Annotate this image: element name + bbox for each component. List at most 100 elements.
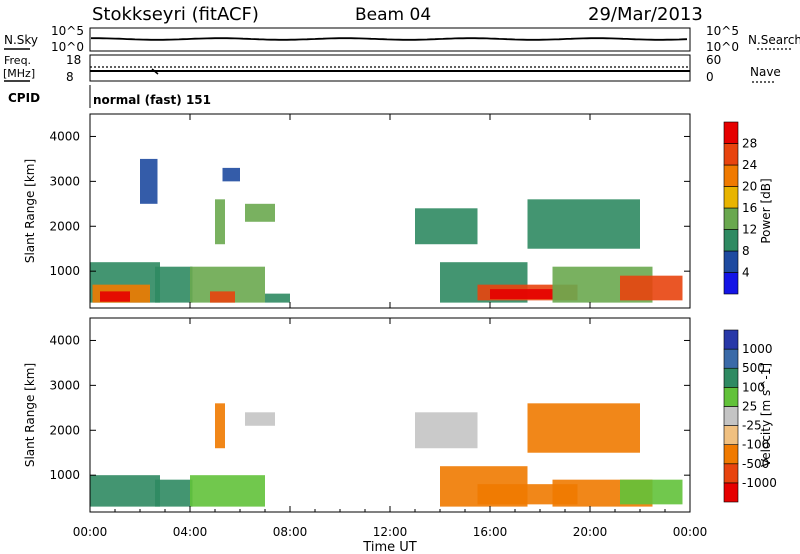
velocity-colorbar-tick-3: 25: [742, 399, 757, 413]
freq-label-1: Freq.: [4, 54, 31, 67]
velocity-cell-5: [415, 412, 478, 449]
velocity-colorbar-tick-6: -500: [742, 457, 769, 471]
nsky-panel: [89, 27, 691, 52]
power-colorbar-swatch-0: [723, 272, 739, 295]
power-colorbar-label: Power [dB]: [759, 178, 773, 243]
freq-trace-blip: [151, 68, 159, 75]
power-colorbar: 4 8 12 16 20 24 28: [723, 121, 757, 295]
velocity-cell-3: [215, 403, 225, 449]
power-ytick-label-2: 3000: [49, 174, 80, 188]
xtick-label-2: 08:00: [273, 525, 308, 539]
cpid-value: normal (fast) 151: [93, 93, 211, 107]
velocity-colorbar-tick-1: 500: [742, 361, 765, 375]
xtick-label-5: 20:00: [573, 525, 608, 539]
nave-tick-bottom: 0: [706, 70, 714, 84]
velocity-cell-0: [90, 475, 160, 507]
power-colorbar-swatch-2: [723, 229, 739, 252]
nsearch-label: N.Search: [748, 33, 800, 47]
velocity-colorbar-label: Velocity [m s^-1]: [759, 363, 773, 467]
velocity-colorbar-swatch-7: [723, 348, 739, 369]
velocity-colorbar-swatch-8: [723, 329, 739, 350]
power-cell-4: [140, 158, 158, 204]
power-colorbar-tick-4: 20: [742, 180, 757, 194]
freq-label-2: [MHz]: [3, 67, 35, 80]
power-cell-9: [245, 203, 275, 222]
nsky-tick-top: 10^5: [51, 24, 84, 38]
power-colorbar-tick-3: 16: [742, 201, 757, 215]
power-cell-2: [100, 291, 130, 302]
power-colorbar-tick-5: 24: [742, 158, 757, 172]
velocity-colorbar-swatch-1: [723, 463, 739, 484]
date-title: 29/Mar/2013: [588, 4, 703, 25]
freq-tick-top: 18: [66, 53, 81, 67]
velocity-colorbar-tick-7: -1000: [742, 476, 777, 490]
velocity-colorbar-swatch-3: [723, 425, 739, 445]
velocity-colorbar-swatch-2: [723, 444, 739, 465]
velocity-colorbar-swatch-0: [723, 482, 739, 503]
power-cell-8: [222, 167, 240, 182]
time-axis: 00:00 04:00 08:00 12:00 16:00 20:00 00:00: [73, 114, 708, 539]
power-cell-6: [210, 291, 235, 303]
nsearch-tick-bottom: 10^0: [706, 40, 739, 54]
velocity-colorbar-tick-2: 100: [742, 380, 765, 394]
power-cell-3: [155, 266, 193, 303]
power-colorbar-swatch-4: [723, 186, 739, 209]
power-ytick-label-1: 2000: [49, 219, 80, 233]
power-ytick-label-3: 4000: [49, 129, 80, 143]
velocity-cell-8: [527, 403, 640, 453]
nave-label: Nave: [750, 65, 781, 79]
cpid-label: CPID: [8, 91, 40, 105]
velocity-cell-10: [620, 479, 683, 505]
power-ytick-label-0: 1000: [49, 264, 80, 278]
xtick-label-1: 04:00: [173, 525, 208, 539]
power-ylabel: Slant Range [km]: [23, 159, 37, 263]
xtick-label-4: 16:00: [473, 525, 508, 539]
power-cell-11: [415, 208, 478, 245]
xtick-label-6: 00:00: [673, 525, 708, 539]
velocity-colorbar-tick-0: 1000: [742, 342, 773, 356]
velocity-cell-2: [190, 475, 265, 507]
velocity-colorbar-tick-4: -25: [742, 419, 762, 433]
velocity-ytick-label-1: 2000: [49, 423, 80, 437]
velocity-colorbar-swatch-6: [723, 367, 739, 388]
xtick-label-3: 12:00: [373, 525, 408, 539]
nsearch-tick-top: 10^5: [706, 24, 739, 38]
power-colorbar-swatch-5: [723, 164, 739, 187]
velocity-cell-1: [155, 479, 193, 507]
nsky-label: N.Sky: [4, 33, 38, 47]
power-colorbar-tick-6: 28: [742, 137, 757, 151]
velocity-ytick-label-3: 4000: [49, 333, 80, 347]
power-cell-10: [265, 293, 290, 303]
power-cell-17: [620, 275, 683, 301]
power-colorbar-swatch-7: [723, 121, 739, 144]
velocity-ytick-label-2: 3000: [49, 378, 80, 392]
power-colorbar-tick-0: 4: [742, 266, 750, 280]
freq-tick-bottom: 8: [66, 70, 74, 84]
velocity-colorbar: 1000 500 100 25 -25 -100 -500 -1000: [723, 329, 777, 503]
beam-title: Beam 04: [355, 5, 431, 25]
power-colorbar-swatch-1: [723, 250, 739, 273]
power-heatmap-panel: 1000 2000 3000 4000 Slant Range [km]: [23, 113, 691, 309]
freq-panel: [89, 54, 691, 82]
nave-tick-top: 60: [706, 53, 721, 67]
power-colorbar-tick-2: 12: [742, 223, 757, 237]
velocity-heatmap-panel: 1000 2000 3000 4000 Slant Range [km]: [23, 317, 691, 513]
nsky-tick-bottom: 10^0: [51, 40, 84, 54]
velocity-ytick-label-0: 1000: [49, 468, 80, 482]
xlabel: Time UT: [362, 540, 416, 554]
station-title: Stokkseyri (fitACF): [92, 4, 259, 25]
velocity-ylabel: Slant Range [km]: [23, 363, 37, 467]
power-cell-15: [527, 199, 640, 249]
power-cell-7: [215, 199, 225, 245]
velocity-colorbar-tick-5: -100: [742, 438, 769, 452]
power-colorbar-swatch-6: [723, 143, 739, 166]
velocity-colorbar-swatch-4: [723, 406, 739, 426]
velocity-cell-4: [245, 412, 275, 426]
power-colorbar-swatch-3: [723, 207, 739, 230]
power-colorbar-tick-1: 8: [742, 244, 750, 258]
power-cell-14: [490, 289, 553, 300]
xtick-label-0: 00:00: [73, 525, 108, 539]
velocity-colorbar-swatch-5: [723, 387, 739, 407]
nsky-trace: [91, 37, 688, 41]
